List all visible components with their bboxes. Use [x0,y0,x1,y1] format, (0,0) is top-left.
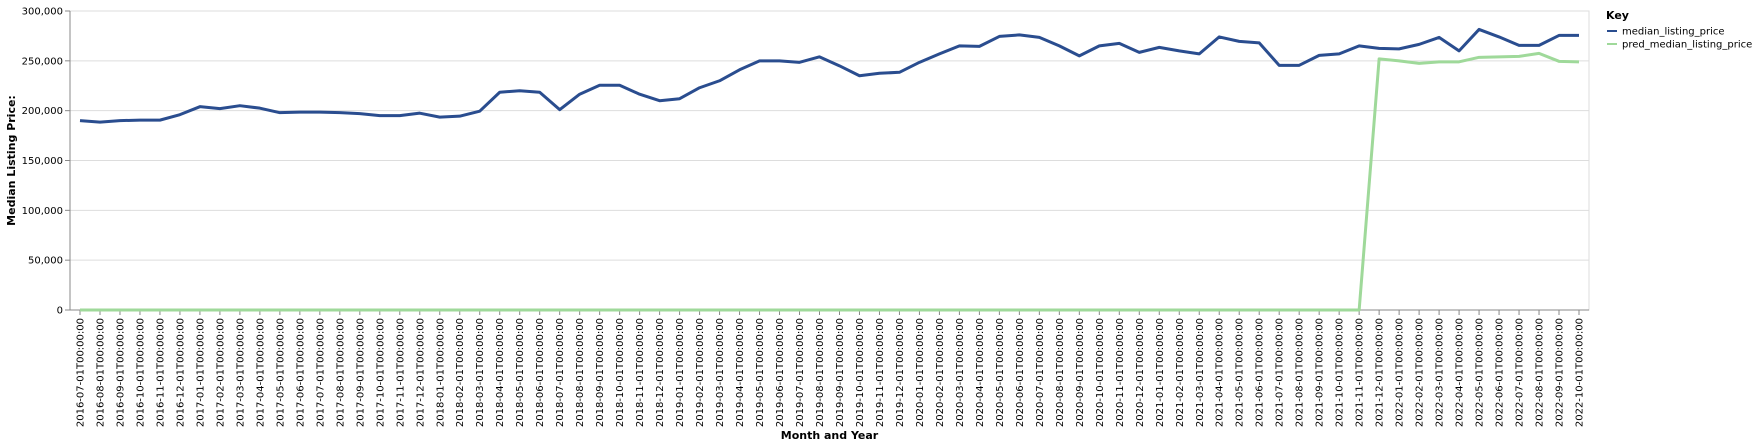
x-tick-label: 2018-09-01T00:00:00 [595,318,606,427]
x-tick-label: 2020-06-01T00:00:00 [1015,318,1026,427]
x-tick-label: 2016-10-01T00:00:00 [135,318,146,427]
x-tick-label: 2021-06-01T00:00:00 [1255,318,1266,427]
x-tick-label: 2019-02-01T00:00:00 [695,318,706,427]
x-tick-label: 2020-11-01T00:00:00 [1115,318,1126,427]
x-tick-label: 2021-03-01T00:00:00 [1195,318,1206,427]
x-tick-label: 2022-10-01T00:00:00 [1575,318,1586,427]
x-tick-label: 2021-12-01T00:00:00 [1375,318,1386,427]
x-tick-label: 2022-09-01T00:00:00 [1555,318,1566,427]
x-tick-label: 2021-02-01T00:00:00 [1175,318,1186,427]
x-tick-label: 2017-03-01T00:00:00 [235,318,246,427]
x-tick-label: 2016-11-01T00:00:00 [155,318,166,427]
series-line-pred_median_listing_price [80,51,1580,312]
x-tick-label: 2018-06-01T00:00:00 [535,318,546,427]
x-tick-label: 2018-02-01T00:00:00 [455,318,466,427]
x-tick-label: 2020-07-01T00:00:00 [1035,318,1046,427]
x-tick-label: 2019-01-01T00:00:00 [675,318,686,427]
legend-title: Key [1606,9,1629,22]
x-tick-label: 2016-07-01T00:00:00 [76,318,87,427]
x-tick-label: 2017-10-01T00:00:00 [375,318,386,427]
x-tick-label: 2018-04-01T00:00:00 [495,318,506,427]
y-tick-label: 300,000 [22,7,63,18]
x-tick-label: 2016-08-01T00:00:00 [95,318,106,427]
x-tick-label: 2017-12-01T00:00:00 [415,318,426,427]
y-tick-label: 200,000 [22,106,63,117]
y-tick-label: 100,000 [22,206,63,217]
x-tick-label: 2017-04-01T00:00:00 [255,318,266,427]
x-tick-label: 2021-04-01T00:00:00 [1215,318,1226,427]
y-tick-label: 0 [57,306,63,317]
x-tick-label: 2019-10-01T00:00:00 [855,318,866,427]
x-tick-label: 2017-06-01T00:00:00 [295,318,306,427]
y-tick-label: 250,000 [22,56,63,67]
x-tick-label: 2022-04-01T00:00:00 [1455,318,1466,427]
x-tick-label: 2019-07-01T00:00:00 [795,318,806,427]
x-tick-label: 2017-08-01T00:00:00 [335,318,346,427]
legend-label-pred_median_listing_price: pred_median_listing_price [1622,40,1752,51]
x-tick-label: 2019-03-01T00:00:00 [715,318,726,427]
x-tick-label: 2021-07-01T00:00:00 [1275,318,1286,427]
x-tick-label: 2017-05-01T00:00:00 [275,318,286,427]
series-line-median_listing_price [79,27,1579,124]
x-tick-label: 2021-11-01T00:00:00 [1355,318,1366,427]
x-tick-label: 2016-09-01T00:00:00 [115,318,126,427]
x-tick-label: 2019-05-01T00:00:00 [755,318,766,427]
x-tick-label: 2018-10-01T00:00:00 [615,318,626,427]
x-tick-label: 2017-11-01T00:00:00 [395,318,406,427]
y-tick-label: 50,000 [28,256,63,267]
x-tick-label: 2017-07-01T00:00:00 [315,318,326,427]
x-tick-label: 2018-12-01T00:00:00 [655,318,666,427]
x-tick-label: 2020-03-01T00:00:00 [955,318,966,427]
x-tick-label: 2022-07-01T00:00:00 [1515,318,1526,427]
x-tick-label: 2022-03-01T00:00:00 [1435,318,1446,427]
x-tick-label: 2021-10-01T00:00:00 [1335,318,1346,427]
x-tick-label: 2020-01-01T00:00:00 [915,318,926,427]
x-tick-label: 2018-11-01T00:00:00 [635,318,646,427]
x-tick-label: 2020-09-01T00:00:00 [1075,318,1086,427]
x-tick-label: 2021-05-01T00:00:00 [1235,318,1246,427]
x-tick-label: 2021-08-01T00:00:00 [1295,318,1306,427]
x-tick-label: 2019-09-01T00:00:00 [835,318,846,427]
legend: Key median_listing_price pred_median_list… [1606,9,1752,51]
x-tick-label: 2018-07-01T00:00:00 [555,318,566,427]
x-tick-label: 2019-12-01T00:00:00 [895,318,906,427]
x-tick-label: 2022-05-01T00:00:00 [1475,318,1486,427]
y-tick-label: 150,000 [22,156,63,167]
x-tick-label: 2019-08-01T00:00:00 [815,318,826,427]
x-tick-label: 2018-01-01T00:00:00 [435,318,446,427]
x-tick-label: 2020-02-01T00:00:00 [935,318,946,427]
x-tick-label: 2020-10-01T00:00:00 [1095,318,1106,427]
y-axis-title: Median Listing Price: [5,95,18,226]
series-lines [79,27,1580,312]
x-tick-label: 2022-08-01T00:00:00 [1535,318,1546,427]
x-tick-label: 2020-04-01T00:00:00 [975,318,986,427]
x-axis: 2016-07-01T00:00:00 2016-08-01T00:00:00 20… [70,309,1589,427]
x-tick-label: 2018-08-01T00:00:00 [575,318,586,427]
x-tick-label: 2016-12-01T00:00:00 [175,318,186,427]
x-tick-label: 2019-11-01T00:00:00 [875,318,886,427]
x-tick-label: 2018-05-01T00:00:00 [515,318,526,427]
x-tick-label: 2018-03-01T00:00:00 [475,318,486,427]
x-tick-label: 2022-02-01T00:00:00 [1415,318,1426,427]
x-tick-label: 2017-09-01T00:00:00 [355,318,366,427]
x-tick-label: 2021-09-01T00:00:00 [1315,318,1326,427]
x-tick-label: 2020-05-01T00:00:00 [995,318,1006,427]
y-axis: 0 50,000 100,000 150,000 200,000 250,000 300,0… [22,7,71,317]
x-tick-label: 2020-08-01T00:00:00 [1055,318,1066,427]
x-axis-title: Month and Year [781,429,879,442]
x-tick-label: 2017-01-01T00:00:00 [195,318,206,427]
x-tick-label: 2022-01-01T00:00:00 [1395,318,1406,427]
x-tick-label: 2022-06-01T00:00:00 [1495,318,1506,427]
legend-label-median_listing_price: median_listing_price [1622,27,1725,38]
x-tick-label: 2020-12-01T00:00:00 [1135,318,1146,427]
grid-lines [69,10,1590,311]
x-tick-label: 2021-01-01T00:00:00 [1155,318,1166,427]
x-tick-label: 2017-02-01T00:00:00 [215,318,226,427]
x-tick-label: 2019-06-01T00:00:00 [775,318,786,427]
x-tick-label: 2019-04-01T00:00:00 [735,318,746,427]
